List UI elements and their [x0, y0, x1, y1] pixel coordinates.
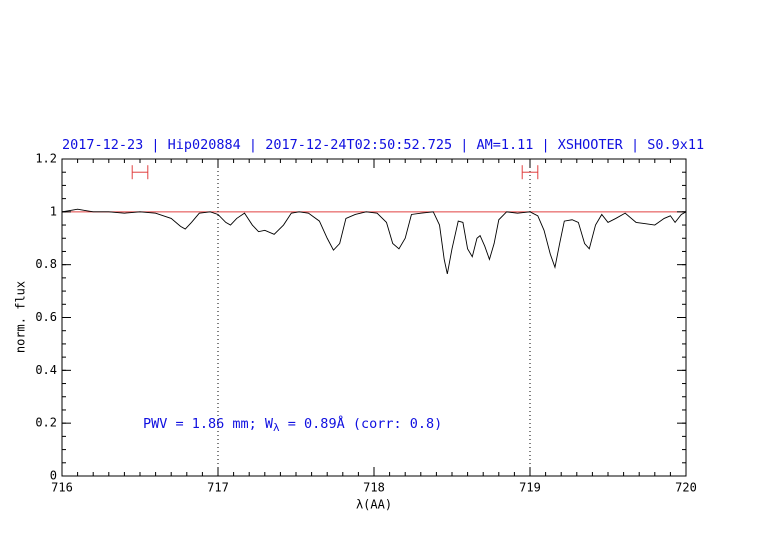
y-tick-label: 0.2 [35, 416, 57, 430]
y-tick-label: 0.6 [35, 310, 57, 324]
y-tick-label: 1.2 [35, 152, 57, 166]
annotation-part: = 0.89Å (corr: 0.8) [280, 415, 443, 432]
x-tick-label: 719 [519, 481, 541, 495]
x-axis-label: λ(AA) [356, 498, 392, 512]
x-tick-label: 717 [207, 481, 229, 495]
annotation-part: PWV = 1.86 mm; W [143, 416, 274, 432]
annotation-part: λ [273, 421, 280, 434]
annotation: PWV = 1.86 mm; Wλ = 0.89Å (corr: 0.8) [143, 415, 442, 434]
spectrum-line [61, 208, 687, 275]
y-axis-label: norm. flux [14, 281, 28, 353]
x-tick-label: 720 [675, 481, 697, 495]
x-tick-label: 716 [51, 481, 73, 495]
y-tick-label: 1 [50, 204, 57, 218]
plot-frame [61, 158, 687, 477]
chart-title: 2017-12-23 | Hip020884 | 2017-12-24T02:5… [62, 137, 704, 153]
x-tick-label: 718 [363, 481, 385, 495]
y-tick-label: 0.4 [35, 363, 57, 377]
y-tick-label: 0 [50, 469, 57, 483]
y-tick-label: 0.8 [35, 257, 57, 271]
